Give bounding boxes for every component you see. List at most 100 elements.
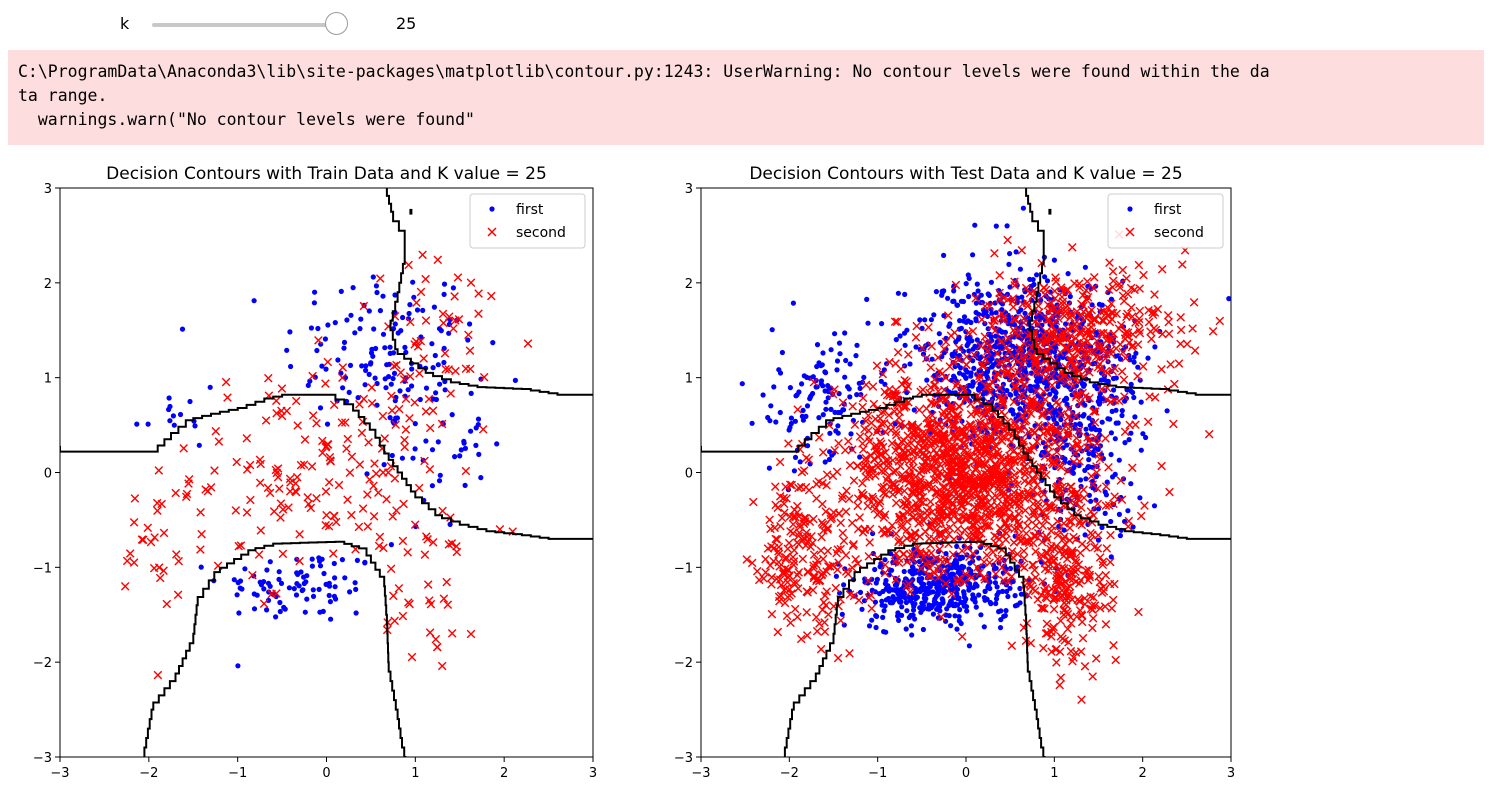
point-second <box>1023 521 1032 531</box>
point-second <box>1120 392 1129 401</box>
point-first <box>988 334 994 340</box>
point-second <box>930 439 940 448</box>
point-second <box>929 454 938 463</box>
point-second <box>1009 325 1018 335</box>
point-first <box>879 598 885 604</box>
point-second <box>1078 356 1088 365</box>
point-second <box>1121 353 1130 363</box>
x-tick-label: 3 <box>1227 766 1235 781</box>
point-second <box>891 575 901 584</box>
slider-track[interactable] <box>152 23 338 27</box>
point-first <box>846 386 852 392</box>
point-second <box>150 533 159 542</box>
point-first <box>916 578 922 584</box>
point-first <box>957 607 963 613</box>
point-first <box>839 611 845 617</box>
point-first <box>981 624 987 630</box>
point-second <box>1077 299 1086 309</box>
point-first <box>405 316 412 322</box>
point-first <box>1055 383 1061 389</box>
point-second <box>1020 339 1029 349</box>
point-first <box>788 415 795 421</box>
point-first <box>374 380 380 387</box>
point-second <box>314 336 323 345</box>
point-first <box>321 570 327 577</box>
point-second <box>844 437 853 446</box>
point-first <box>1112 436 1118 442</box>
point-first <box>1019 294 1025 300</box>
point-second <box>374 488 383 497</box>
point-first <box>818 378 825 384</box>
point-second <box>1134 260 1144 270</box>
point-second <box>1030 586 1040 596</box>
slider-handle[interactable] <box>325 12 348 35</box>
point-second <box>943 311 953 320</box>
point-first <box>1020 205 1026 211</box>
point-second <box>369 512 379 521</box>
point-first <box>281 604 287 611</box>
point-first <box>303 579 309 585</box>
point-first <box>967 560 973 566</box>
point-second <box>793 570 802 580</box>
point-second <box>1029 331 1038 341</box>
point-second <box>816 546 826 555</box>
point-first <box>382 345 388 351</box>
point-second <box>236 541 246 550</box>
legend-label-first: first <box>1154 202 1182 218</box>
point-second <box>1121 330 1130 340</box>
point-first <box>392 321 398 327</box>
point-second <box>345 468 355 477</box>
point-second <box>1033 498 1043 507</box>
point-first <box>777 409 783 416</box>
point-second <box>1169 419 1178 429</box>
point-second <box>798 554 808 564</box>
point-first <box>932 596 938 602</box>
point-second <box>771 534 780 544</box>
legend-marker-first <box>489 206 495 212</box>
y-tick-label: 1 <box>44 372 52 387</box>
point-first <box>901 330 908 336</box>
point-first <box>1077 421 1083 427</box>
point-second <box>1014 367 1023 377</box>
point-second <box>1076 312 1085 321</box>
point-first <box>968 370 974 376</box>
point-second <box>982 432 992 442</box>
point-first <box>1110 400 1116 406</box>
point-second <box>182 489 192 499</box>
point-second <box>474 289 483 298</box>
point-second <box>478 425 488 434</box>
point-second <box>831 583 841 593</box>
point-first <box>410 455 416 461</box>
point-first <box>366 371 372 377</box>
point-first <box>293 592 300 598</box>
point-second <box>387 391 396 401</box>
point-first <box>791 468 798 474</box>
point-second <box>447 539 457 548</box>
point-first <box>920 606 926 612</box>
point-second <box>1123 309 1132 319</box>
point-second <box>1103 368 1112 378</box>
point-first <box>450 285 456 291</box>
point-first <box>963 367 969 373</box>
point-second <box>1088 623 1097 633</box>
point-second <box>808 585 818 595</box>
point-second <box>1072 307 1082 316</box>
point-first <box>909 564 916 570</box>
point-second <box>960 453 970 462</box>
point-second <box>275 484 284 493</box>
point-first <box>1006 341 1012 347</box>
point-second <box>1041 629 1051 638</box>
point-second <box>941 337 951 347</box>
point-second <box>841 567 851 576</box>
point-first <box>323 366 329 372</box>
point-first <box>1086 492 1092 498</box>
point-second <box>420 550 430 559</box>
point-second <box>1087 471 1096 481</box>
point-first <box>964 608 970 614</box>
point-second <box>1080 594 1090 603</box>
point-first <box>1116 511 1122 517</box>
point-second <box>1110 363 1119 373</box>
point-first <box>951 288 957 294</box>
point-second <box>1059 551 1068 561</box>
point-second <box>767 542 776 551</box>
